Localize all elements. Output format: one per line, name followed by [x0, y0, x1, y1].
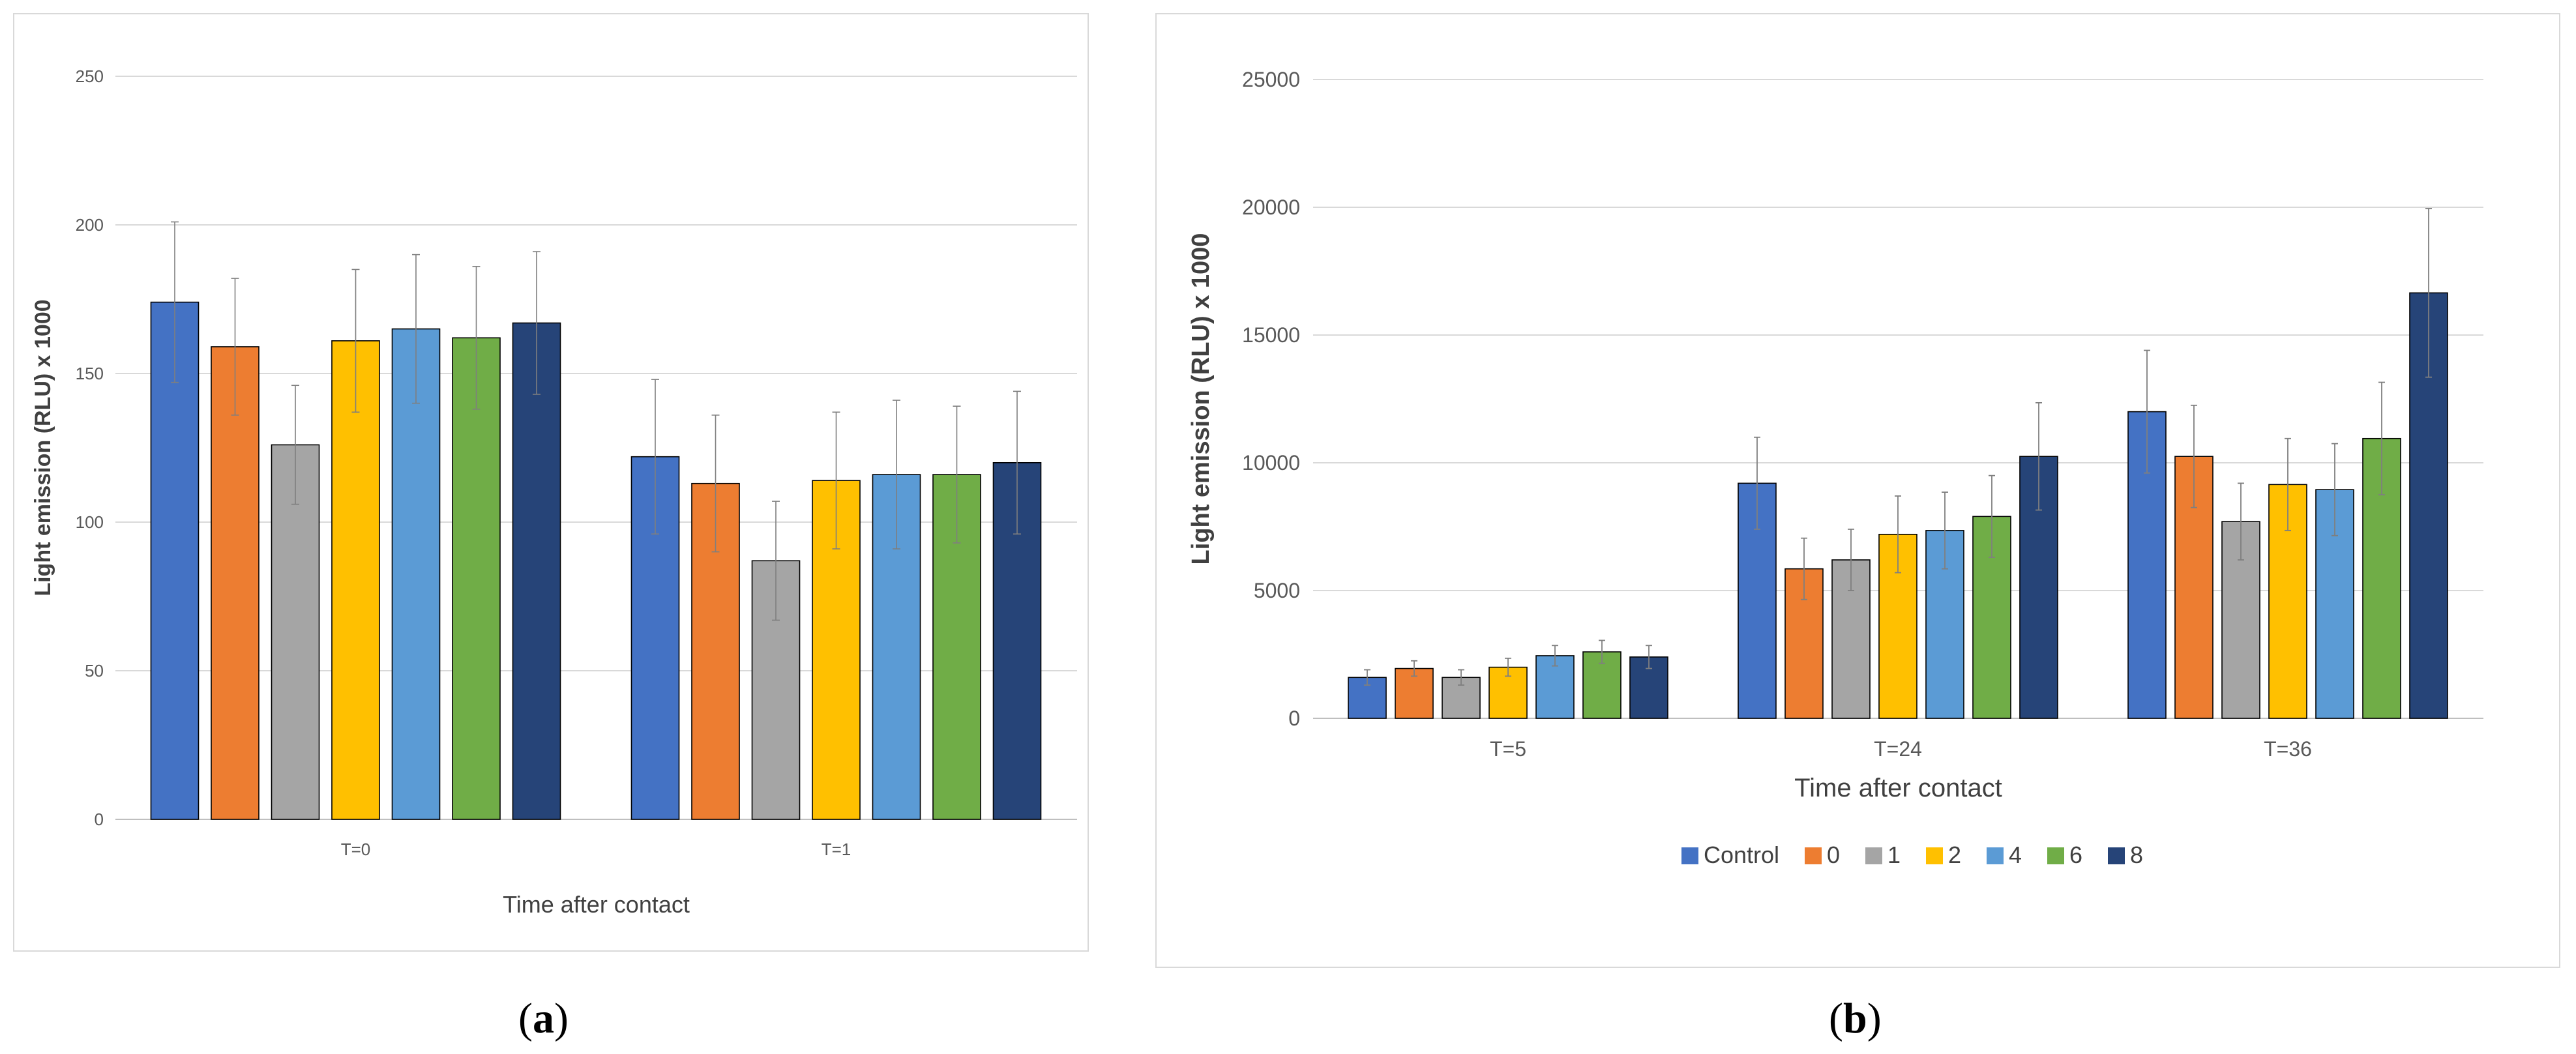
chart-b-svg: 0 5000 10000 15000 20000 25000 T=5 T=24 T=36 Time… [1187, 68, 2483, 868]
caption-b: (b) [1829, 995, 1882, 1042]
y-tick-label: 25000 [1242, 68, 1300, 91]
legend-swatch-4 [1987, 847, 2004, 864]
chart-panel-b: 0 5000 10000 15000 20000 25000 T=5 T=24 T=36 Time… [1155, 13, 2560, 968]
bar-a-T=0-Control [150, 301, 200, 820]
legend-swatch-8 [2108, 847, 2125, 864]
legend-swatch-6 [2047, 847, 2064, 864]
caption-a: (a) [518, 995, 569, 1042]
x-tick-label: T=5 [1490, 737, 1526, 761]
legend-label-6: 6 [2069, 842, 2082, 868]
x-tick-label: T=0 [341, 840, 371, 859]
bar-a-T=0-2 [331, 340, 380, 820]
y-tick-label: 250 [76, 66, 104, 86]
y-tick-label: 100 [76, 512, 104, 532]
y-axis-title: Light emission (RLU) x 1000 [1187, 233, 1215, 565]
legend-swatch-2 [1926, 847, 1943, 864]
bar-a-T=0-4 [391, 328, 441, 820]
y-axis-title: Light emission (RLU) x 1000 [31, 299, 55, 596]
y-tick-label: 0 [95, 810, 104, 829]
y-tick-label: 10000 [1242, 451, 1300, 475]
x-tick-label: T=24 [1874, 737, 1922, 761]
chart-a-svg: 0 50 100 150 200 250 T=0 T=1 Time after contact L… [31, 66, 1077, 918]
legend-swatch-Control [1681, 847, 1698, 864]
chart-panel-a: 0 50 100 150 200 250 T=0 T=1 Time after contact L… [13, 13, 1089, 952]
legend-label-2: 2 [1948, 842, 1961, 868]
legend-label-4: 4 [2009, 842, 2022, 868]
legend-swatch-1 [1865, 847, 1882, 864]
y-tick-label: 0 [1288, 707, 1300, 730]
bar-a-T=0-0 [211, 346, 259, 820]
x-axis-title: Time after contact [1794, 774, 2002, 802]
legend-label-0: 0 [1827, 842, 1840, 868]
x-axis-title: Time after contact [503, 891, 690, 918]
y-tick-label: 50 [85, 661, 104, 681]
y-tick-label: 200 [76, 215, 104, 235]
legend-label-1: 1 [1888, 842, 1901, 868]
bar-a-T=0-8 [512, 322, 561, 820]
y-tick-label: 20000 [1242, 196, 1300, 219]
legend-swatch-0 [1805, 847, 1822, 864]
y-tick-label: 5000 [1254, 579, 1300, 602]
legend-label-8: 8 [2130, 842, 2143, 868]
legend-label-Control: Control [1704, 842, 1779, 868]
y-tick-label: 150 [76, 364, 104, 383]
bar-b-T=5-0 [1395, 667, 1434, 719]
x-tick-label: T=36 [2264, 737, 2312, 761]
x-tick-label: T=1 [822, 840, 851, 859]
y-tick-label: 15000 [1242, 323, 1300, 347]
bar-a-T=0-6 [452, 337, 501, 820]
